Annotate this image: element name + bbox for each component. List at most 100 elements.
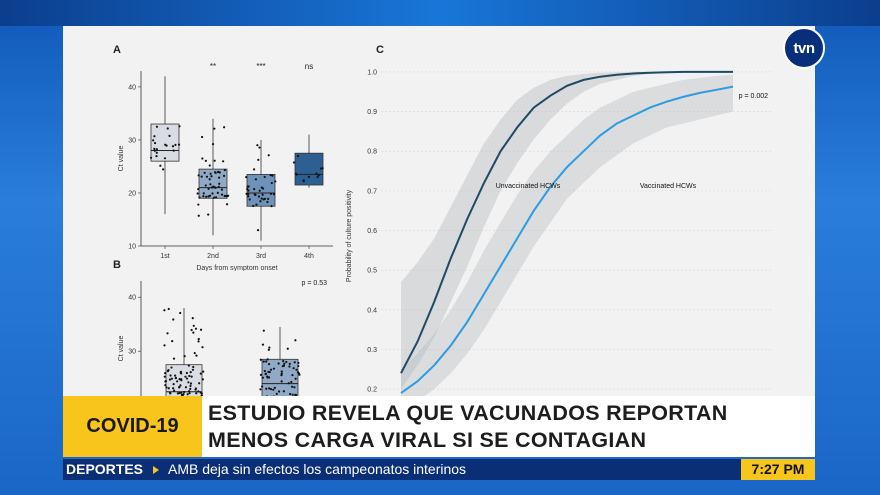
data-point: [295, 368, 298, 371]
data-point: [282, 360, 285, 363]
data-point: [197, 340, 200, 343]
data-point: [217, 176, 221, 179]
data-point: [204, 159, 207, 162]
data-point: [192, 331, 195, 334]
series-label: Vaccinated HCWs: [640, 183, 697, 190]
data-point: [179, 384, 182, 387]
data-point: [174, 376, 177, 380]
headline-line-2: MENOS CARGA VIRAL SI SE CONTAGIAN: [208, 428, 647, 452]
data-point: [213, 159, 216, 162]
data-point: [201, 157, 204, 160]
data-point: [187, 381, 190, 384]
y-tick-label: 0.7: [367, 188, 377, 195]
data-point: [207, 213, 210, 216]
data-point: [261, 343, 265, 346]
data-point: [275, 392, 278, 396]
x-axis-title: Days from symptom onset: [196, 265, 277, 271]
data-point: [166, 370, 170, 373]
data-point: [290, 385, 294, 388]
data-point: [205, 195, 208, 198]
data-point: [277, 362, 280, 365]
data-point: [174, 374, 177, 377]
data-point: [184, 375, 187, 378]
data-point: [183, 355, 186, 358]
data-point: [258, 146, 261, 149]
data-point: [245, 176, 248, 179]
data-point: [189, 371, 192, 374]
data-point: [259, 200, 262, 203]
data-point: [155, 148, 158, 151]
data-point: [194, 327, 198, 330]
data-point: [179, 370, 183, 373]
data-point: [274, 180, 277, 183]
data-point: [172, 357, 176, 360]
panel-a-label: A: [113, 44, 121, 56]
data-point: [155, 125, 159, 128]
data-point: [253, 193, 256, 196]
data-point: [176, 392, 179, 395]
data-point: [209, 172, 212, 175]
data-point: [153, 135, 156, 138]
data-point: [280, 380, 283, 383]
y-tick-label: 0.2: [367, 387, 377, 394]
data-point: [262, 360, 265, 363]
data-point: [216, 191, 219, 195]
y-axis-title: Ct value: [118, 146, 125, 172]
data-point: [258, 189, 261, 192]
ticker-section: DEPORTES: [66, 461, 144, 477]
data-point: [259, 373, 263, 376]
data-point: [222, 160, 225, 163]
data-point: [288, 392, 292, 396]
data-point: [197, 174, 200, 177]
logo-text: tvn: [793, 39, 816, 57]
data-point: [149, 156, 153, 159]
data-point: [254, 178, 257, 181]
data-point: [247, 189, 250, 192]
data-point: [153, 141, 157, 145]
data-point: [184, 386, 188, 389]
data-point: [213, 127, 216, 130]
data-point: [297, 364, 300, 368]
data-point: [196, 192, 199, 195]
data-point: [293, 361, 296, 364]
data-point: [164, 380, 168, 383]
data-point: [204, 184, 207, 187]
data-point: [245, 192, 248, 195]
data-point: [291, 393, 294, 396]
data-point: [192, 324, 195, 327]
data-point: [265, 395, 268, 396]
confidence-band: [401, 71, 733, 390]
data-point: [319, 167, 323, 170]
y-axis-title: Ct value: [118, 336, 125, 362]
y-tick-label: 1.0: [367, 69, 377, 76]
y-tick-label: 30: [128, 349, 136, 356]
data-point: [302, 179, 305, 182]
data-point: [288, 365, 291, 368]
data-point: [155, 155, 158, 158]
data-point: [192, 365, 195, 369]
tvn-logo: tvn: [783, 27, 825, 69]
data-point: [185, 371, 188, 375]
data-point: [266, 358, 269, 361]
data-point: [247, 195, 250, 198]
data-point: [208, 164, 211, 167]
y-tick-label: 40: [128, 84, 136, 91]
panel-a-chart: 10 20 30 40 Ct value 1st 2nd ** 3rd *** 4th ns Days …: [118, 62, 333, 271]
data-point: [292, 161, 296, 164]
data-point: [179, 311, 182, 315]
top-strip: [0, 0, 880, 26]
data-point: [297, 361, 300, 364]
data-point: [197, 337, 200, 341]
data-point: [188, 374, 191, 378]
data-point: [255, 203, 258, 206]
data-point: [207, 187, 210, 190]
data-point: [152, 139, 155, 142]
data-point: [296, 154, 300, 158]
y-tick-label: 0.6: [367, 228, 377, 235]
data-point: [163, 309, 166, 312]
data-point: [283, 362, 286, 365]
data-point: [262, 329, 265, 332]
data-point: [177, 143, 181, 146]
data-point: [190, 375, 193, 378]
